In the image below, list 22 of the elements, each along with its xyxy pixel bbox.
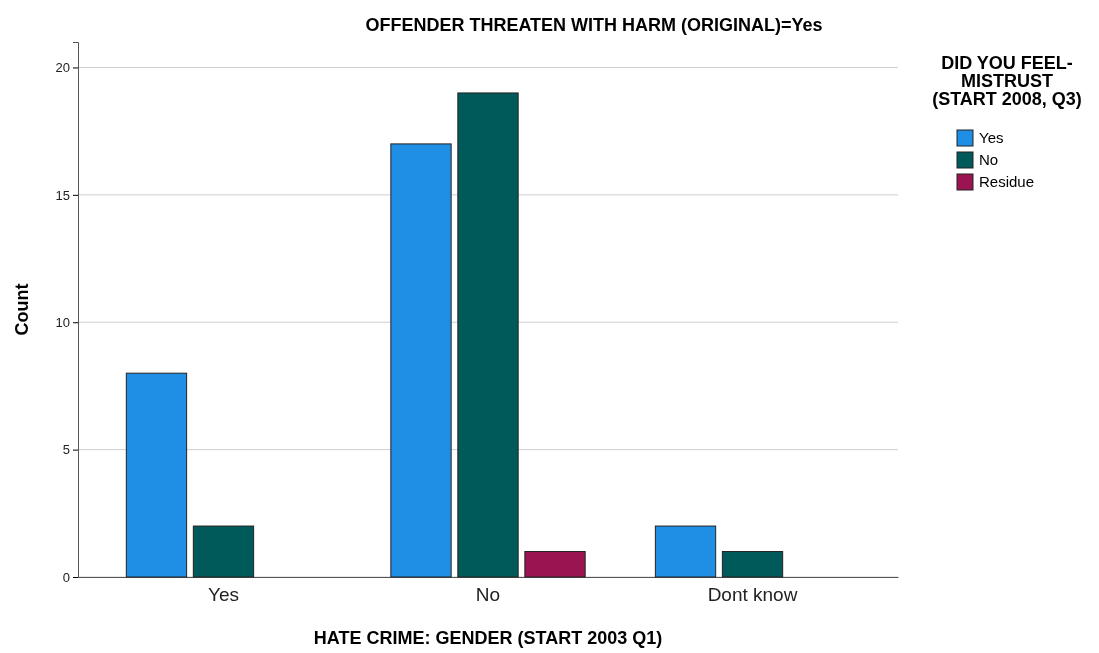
x-tick-label: Yes <box>207 583 239 605</box>
x-tick-label: Dont know <box>707 583 798 605</box>
y-tick-label: 15 <box>55 187 70 203</box>
y-tick-label: 0 <box>62 569 70 585</box>
y-axis-title: Count <box>12 283 32 336</box>
x-tick-label: No <box>475 583 501 605</box>
y-tick-label: 10 <box>55 314 70 330</box>
bar <box>390 143 452 578</box>
bar <box>192 525 255 578</box>
bar <box>654 525 717 578</box>
y-tick-label: 5 <box>62 442 70 458</box>
y-tick-label: 20 <box>55 60 70 76</box>
bar <box>524 551 586 578</box>
bar <box>721 551 784 578</box>
legend-label: Yes <box>979 129 1004 146</box>
legend-title: DID YOU FEEL- MISTRUST (START 2008, Q3) <box>932 53 1082 109</box>
bar <box>125 372 188 578</box>
legend-label: Residue <box>979 173 1035 190</box>
bar <box>457 92 519 578</box>
chart-title: OFFENDER THREATEN WITH HARM (ORIGINAL)=Yes <box>365 15 823 35</box>
x-axis-title: HATE CRIME: GENDER (START 2003 Q1) <box>313 628 663 648</box>
legend-label: No <box>979 151 999 168</box>
